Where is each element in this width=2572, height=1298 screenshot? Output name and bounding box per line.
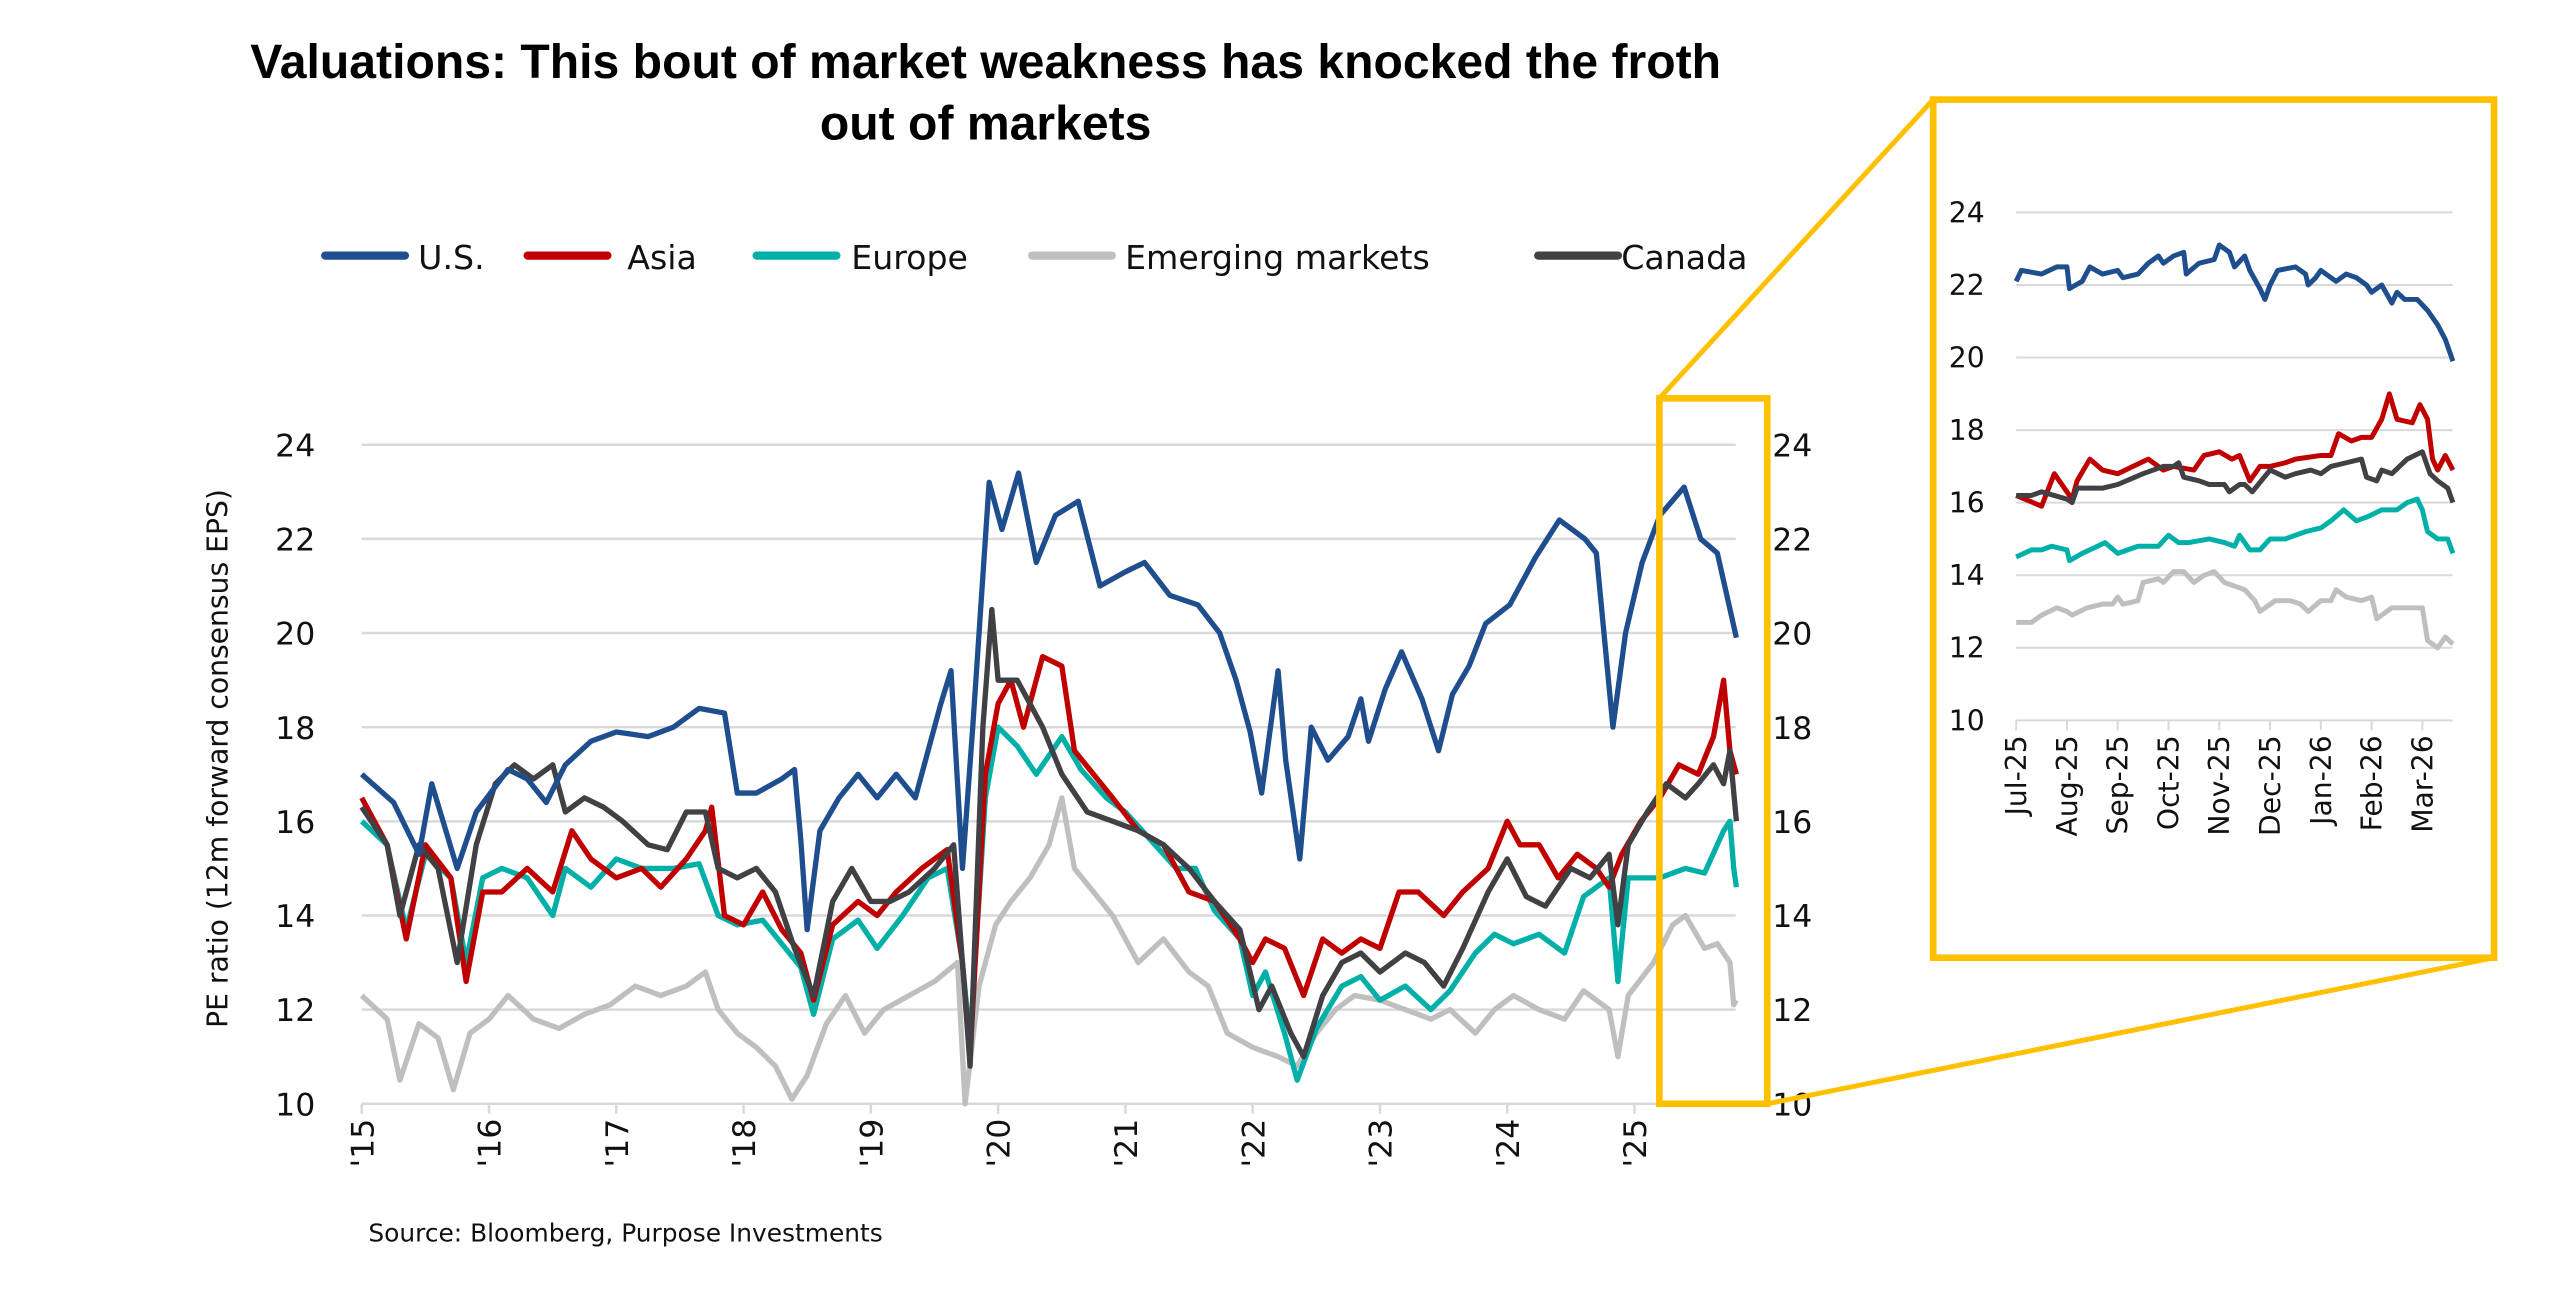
y-axis-label: PE ratio (12m forward consensus EPS) <box>201 489 234 1028</box>
main-chart: 10 10 12 12 14 14 16 16 18 18 20 20 22 22 24 24 '15 '16 '1… <box>275 428 1812 1167</box>
legend-label-canada: Canada <box>1621 238 1747 277</box>
y-tick-label: 12 <box>275 993 315 1029</box>
inset-frame <box>1929 96 2498 962</box>
y2-tick-label: 12 <box>1772 993 1812 1029</box>
inset-x-tick-label: Aug-25 <box>2051 735 2084 836</box>
inset-y-tick-label: 22 <box>1949 269 1985 302</box>
connector-line-top <box>1657 97 1936 401</box>
x-tick-label: '17 <box>600 1119 636 1168</box>
inset-y-tick-label: 16 <box>1949 487 1985 520</box>
connector-line-bottom <box>1766 955 2495 1107</box>
x-tick-label: '23 <box>1364 1119 1400 1168</box>
y2-tick-label: 16 <box>1772 805 1812 841</box>
legend-label-us: U.S. <box>418 238 484 277</box>
x-tick-label: '21 <box>1109 1119 1145 1168</box>
inset-chart: 10 12 14 16 18 20 22 24 Jul-25 Aug-25 Sep-25 Oct-25… <box>1949 196 2456 836</box>
highlight-box <box>1656 395 1771 1108</box>
series-line-canada <box>359 606 1740 1069</box>
y2-tick-label: 20 <box>1772 617 1812 653</box>
inset-series-line-canada <box>2016 449 2456 506</box>
inset-y-tick-label: 24 <box>1949 196 1985 229</box>
x-tick-label: '20 <box>982 1119 1018 1168</box>
inset-x-tick-label: Sep-25 <box>2102 735 2135 834</box>
source-note: Source: Bloomberg, Purpose Investments <box>368 1219 882 1248</box>
inset-y-tick-label: 20 <box>1949 341 1985 374</box>
inset-x-tick-label: Dec-25 <box>2254 735 2287 836</box>
inset-x-tick-label: Mar-26 <box>2406 735 2439 832</box>
y-tick-label: 10 <box>275 1087 315 1123</box>
y-tick-label: 20 <box>275 617 315 653</box>
x-tick-label: '18 <box>727 1119 763 1168</box>
legend-label-asia: Asia <box>627 238 697 277</box>
inset-x-tick-label: Feb-26 <box>2356 735 2389 831</box>
legend: U.S. Asia Europe Emerging markets Canada <box>321 238 1748 277</box>
series-line-us <box>359 470 1739 933</box>
legend-label-em: Emerging markets <box>1125 238 1430 277</box>
inset-series-line-em <box>2016 569 2455 651</box>
inset-series-line-us <box>2013 242 2456 362</box>
y2-tick-label: 10 <box>1772 1087 1812 1123</box>
y2-tick-label: 22 <box>1772 523 1812 559</box>
chart-title: Valuations: This bout of market weakness… <box>250 36 1722 152</box>
inset-x-tick-label: Jan-26 <box>2305 735 2338 827</box>
inset-series-line-europe <box>2015 496 2456 564</box>
series-line-em <box>359 795 1739 1107</box>
inset-y-tick-label: 14 <box>1949 559 1985 592</box>
x-tick-label: '22 <box>1236 1119 1272 1168</box>
x-tick-label: '15 <box>345 1119 381 1168</box>
y-tick-label: 16 <box>275 805 315 841</box>
legend-label-europe: Europe <box>851 238 968 277</box>
inset-series-line-asia <box>2015 391 2456 509</box>
y2-tick-label: 14 <box>1772 899 1812 935</box>
inset-x-tick-label: Oct-25 <box>2152 735 2185 830</box>
inset-y-tick-label: 18 <box>1949 414 1985 447</box>
x-tick-label: '19 <box>854 1119 890 1168</box>
series-line-asia <box>359 653 1739 1060</box>
x-tick-label: '25 <box>1618 1119 1654 1168</box>
y-tick-label: 24 <box>275 428 315 464</box>
zoom-callout <box>1656 96 2498 1108</box>
y-tick-label: 14 <box>275 899 315 935</box>
y2-tick-label: 18 <box>1772 711 1812 747</box>
inset-x-tick-label: Nov-25 <box>2203 735 2236 835</box>
y-tick-label: 18 <box>275 711 315 747</box>
x-tick-label: '16 <box>473 1119 509 1168</box>
inset-y-tick-label: 10 <box>1949 704 1985 737</box>
inset-y-tick-label: 12 <box>1949 632 1985 665</box>
inset-x-tick-label: Jul-25 <box>2000 735 2033 817</box>
series-line-europe <box>359 724 1740 1083</box>
x-tick-label: '24 <box>1491 1119 1527 1168</box>
y2-tick-label: 24 <box>1772 428 1812 464</box>
y-tick-label: 22 <box>275 523 315 559</box>
